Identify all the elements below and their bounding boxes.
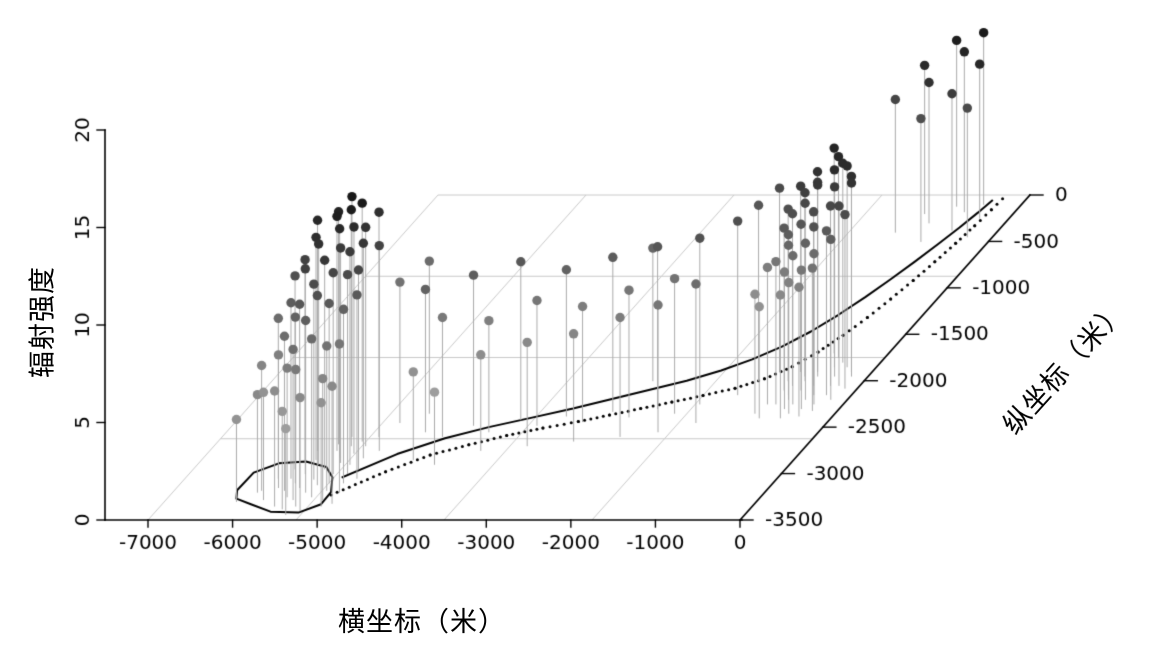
x-axis-title: 横坐标（米）	[338, 607, 506, 638]
z-axis-title: 辐射强度	[27, 266, 59, 378]
